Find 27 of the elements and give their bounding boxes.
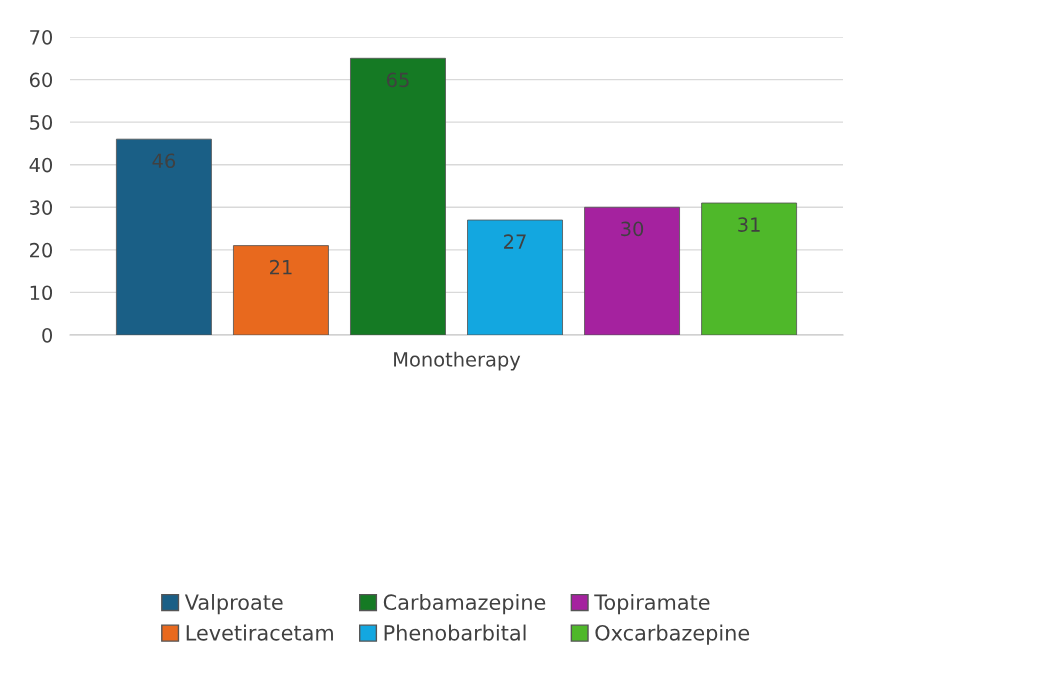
y-tick-label: 20 bbox=[30, 242, 53, 258]
bar bbox=[467, 219, 563, 335]
legend-label: Topiramate bbox=[594, 593, 710, 615]
y-tick-label: 30 bbox=[30, 200, 53, 215]
legend-label: Levetiracetam bbox=[186, 624, 333, 641]
data-label: 46 bbox=[152, 153, 176, 169]
y-tick-label: 0 bbox=[42, 327, 53, 343]
y-tick-label: 60 bbox=[29, 72, 53, 88]
bar bbox=[584, 206, 680, 335]
data-label: 30 bbox=[621, 221, 644, 237]
data-label: 27 bbox=[504, 234, 526, 249]
data-label: 21 bbox=[270, 259, 292, 275]
bar bbox=[350, 57, 446, 335]
data-label: 65 bbox=[386, 72, 409, 88]
y-tick-label: 50 bbox=[30, 115, 53, 130]
legend-label: Oxcarbazepine bbox=[595, 624, 750, 645]
bar bbox=[116, 138, 212, 335]
bar bbox=[233, 245, 329, 335]
data-label: 31 bbox=[738, 217, 760, 232]
y-tick-label: 40 bbox=[29, 157, 53, 173]
legend-label: Carbamazepine bbox=[383, 593, 546, 615]
legend-label: Valproate bbox=[184, 593, 283, 615]
y-tick-label: 70 bbox=[30, 29, 53, 45]
y-tick-label: 10 bbox=[30, 285, 53, 301]
x-tick-label: Monotherapy bbox=[394, 351, 521, 371]
legend-label: Phenobarbital bbox=[384, 624, 526, 641]
bar bbox=[701, 202, 797, 335]
